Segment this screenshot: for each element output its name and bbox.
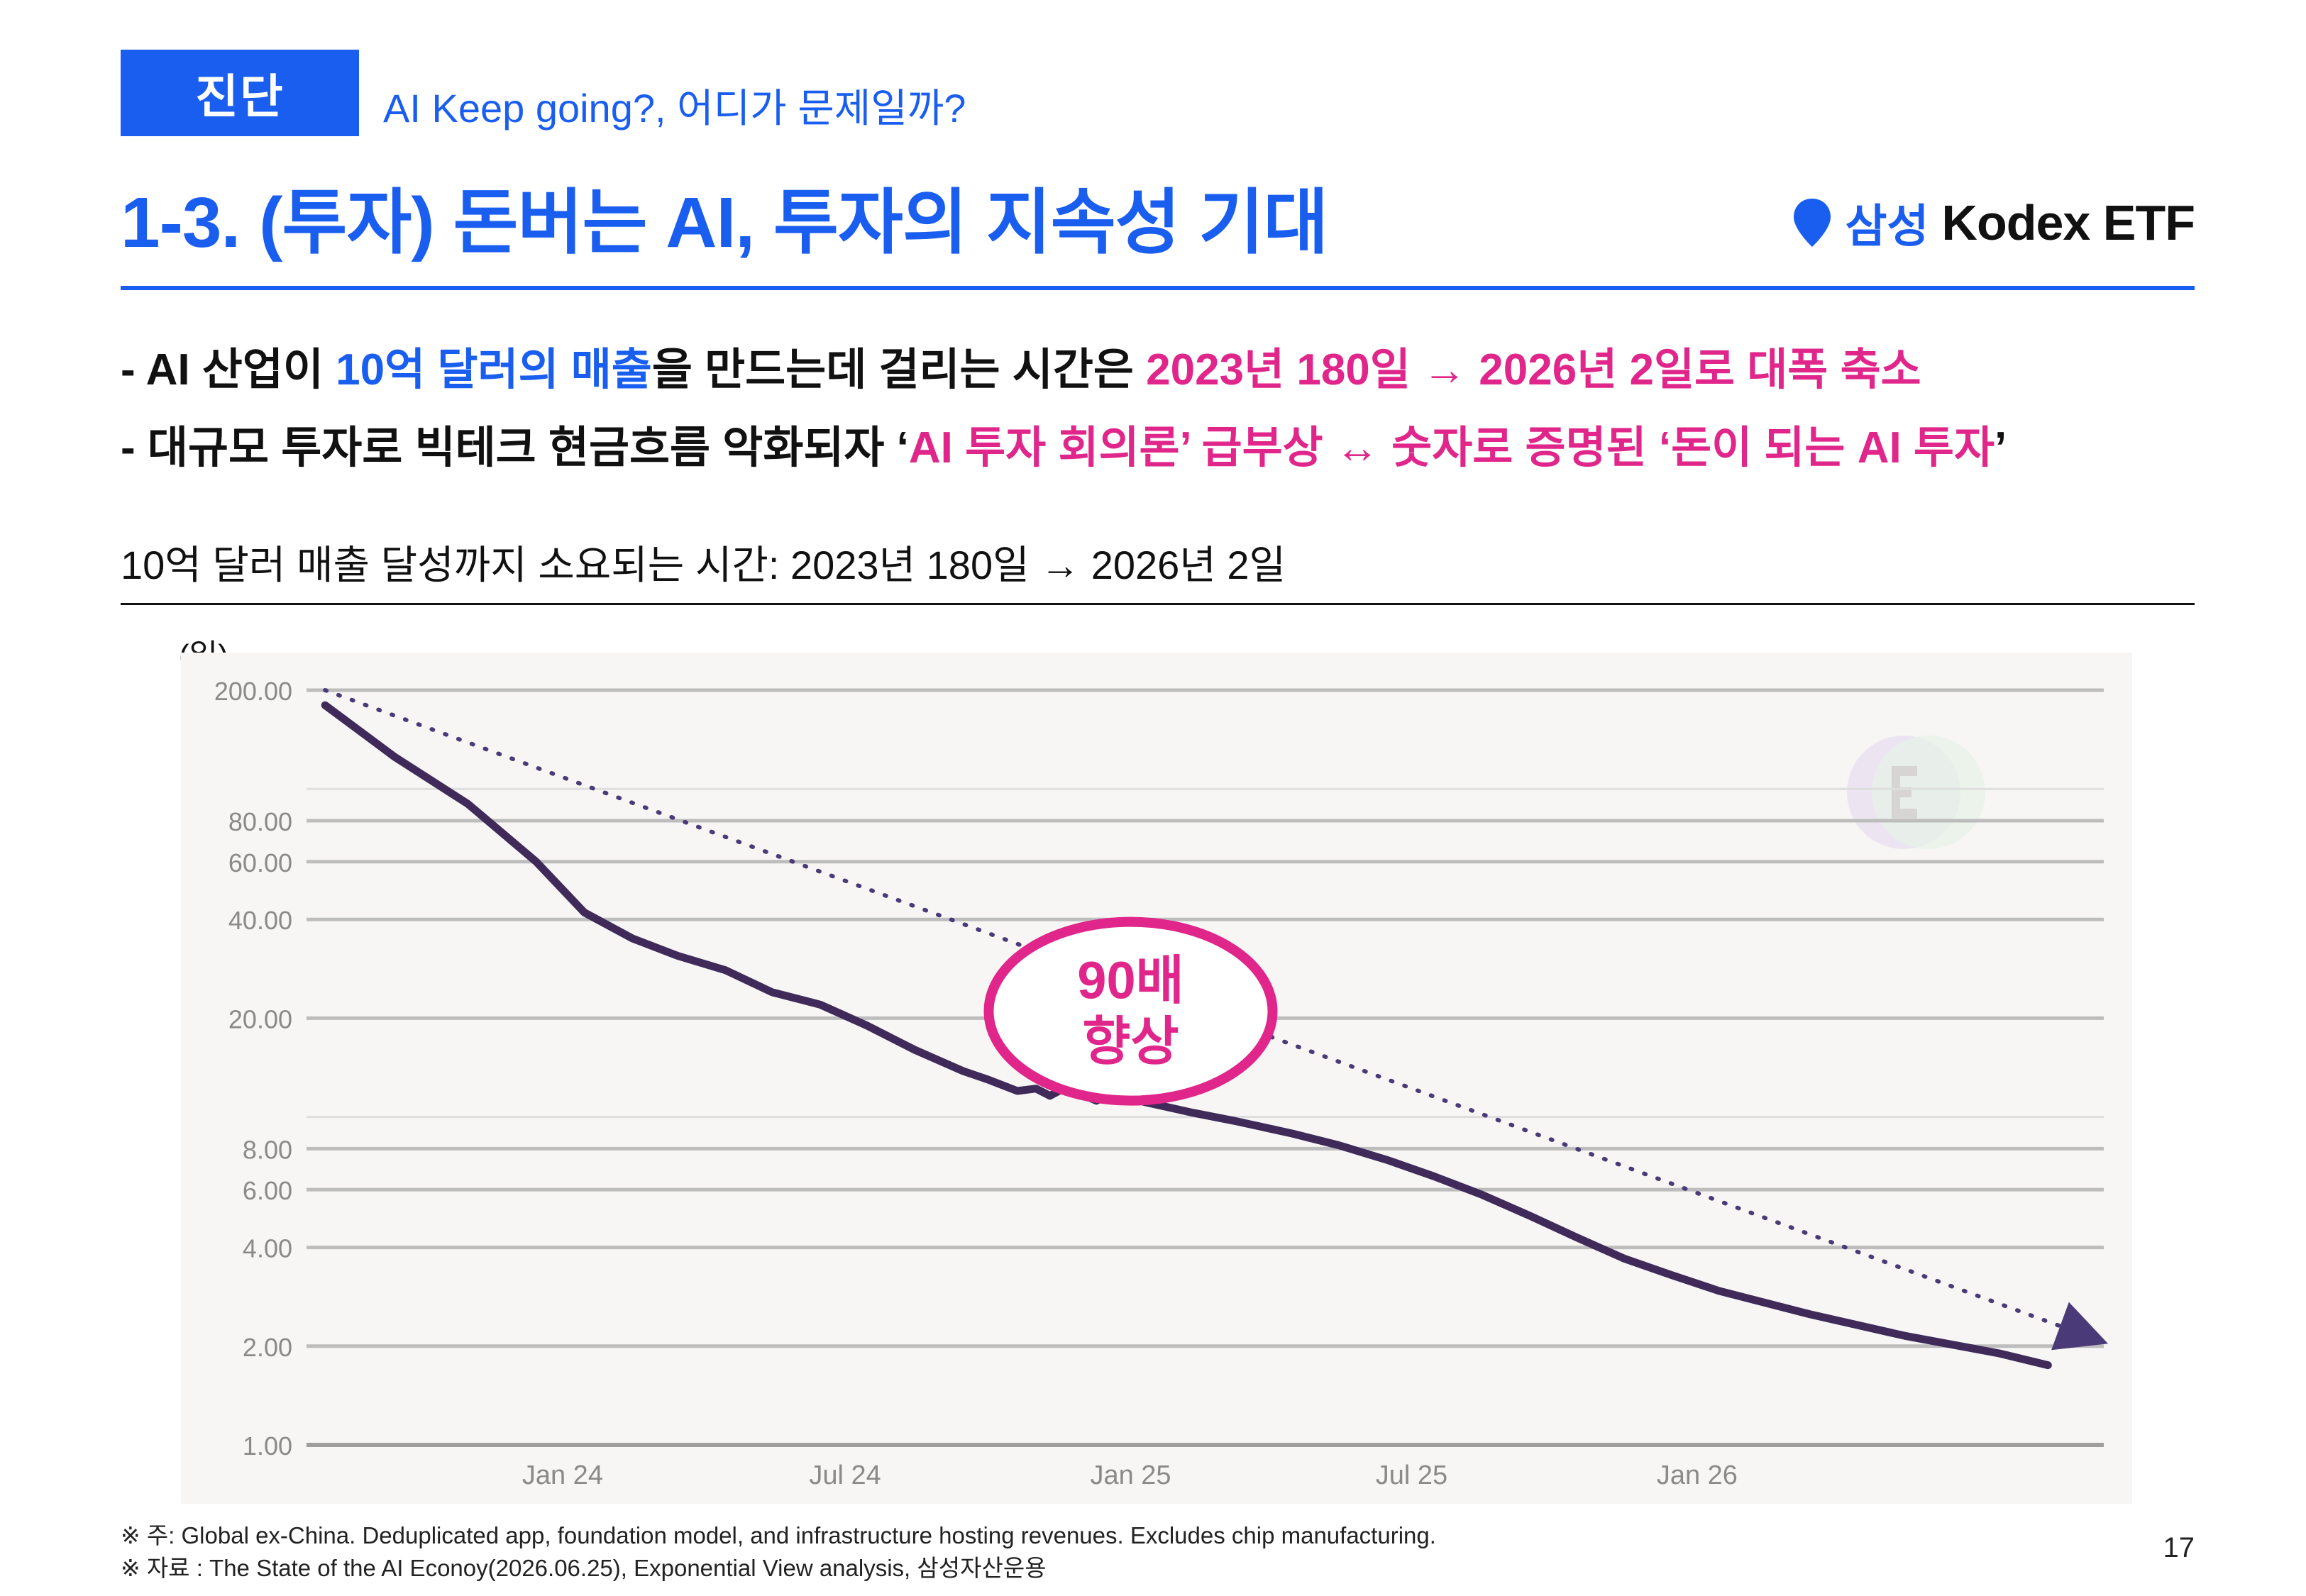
x-tick-label: Jan 26 bbox=[1657, 1461, 1738, 1490]
y-tick-label: 1.00 bbox=[243, 1431, 292, 1461]
page-title: 1-3. (투자) 돈버는 AI, 투자의 지속성 기대 bbox=[121, 183, 1328, 262]
chart-heading: 10억 달러 매출 달성까지 소요되는 시간: 2023년 180일 → 202… bbox=[121, 543, 1286, 587]
x-tick-label: Jul 25 bbox=[1376, 1461, 1447, 1490]
brand-name-korean: 삼성 bbox=[1845, 201, 1929, 252]
y-tick-label: 200.00 bbox=[214, 677, 292, 706]
y-tick-label: 80.00 bbox=[228, 807, 292, 836]
bullet-2: - 대규모 투자로 빅테크 현금흐름 악화되자 ‘AI 투자 회의론’ 급부상 … bbox=[121, 411, 2007, 475]
y-tick-label: 8.00 bbox=[243, 1135, 292, 1164]
title-divider bbox=[121, 286, 2195, 290]
page-number: 17 bbox=[2163, 1532, 2195, 1563]
annotation-line-1: 90배 bbox=[1077, 951, 1184, 1010]
x-tick-label: Jul 24 bbox=[809, 1461, 881, 1490]
bullet-1: - AI 산업이 10억 달러의 매출을 만드는데 걸리는 시간은 2023년 … bbox=[121, 333, 1921, 397]
y-tick-label: 40.00 bbox=[228, 906, 292, 935]
bullet-1-highlight: 2023년 180일 → 2026년 2일로 대폭 축소 bbox=[1146, 345, 1921, 394]
brand-name-english: Kodex ETF bbox=[1941, 195, 2195, 250]
y-tick-label: 60.00 bbox=[228, 848, 292, 877]
y-tick-label: 4.00 bbox=[243, 1234, 292, 1263]
bullet-2-suffix: ’ bbox=[1995, 423, 2007, 472]
y-tick-label: 2.00 bbox=[243, 1333, 292, 1362]
section-badge: 진단 bbox=[121, 50, 359, 136]
brand-logo: 삼성 Kodex ETF bbox=[1792, 190, 2195, 255]
x-tick-label: Jan 24 bbox=[522, 1461, 603, 1490]
annotation-line-2: 향상 bbox=[1082, 1012, 1179, 1071]
annotation-ellipse bbox=[983, 916, 1278, 1106]
footnote-note: ※ 주: Global ex-China. Deduplicated app, … bbox=[121, 1522, 1436, 1548]
trend-line-dotted bbox=[323, 688, 2109, 1351]
bullet-1-prefix: - AI 산업이 bbox=[121, 345, 336, 394]
bullet-2-prefix: - 대규모 투자로 빅테크 현금흐름 악화되자 ‘ bbox=[121, 423, 909, 472]
bullet-1-mid: 을 만드는데 걸리는 시간은 bbox=[651, 345, 1147, 394]
section-subtitle: AI Keep going?, 어디가 문제일까? bbox=[383, 86, 966, 131]
chart-heading-divider bbox=[121, 603, 2195, 605]
y-tick-label: 6.00 bbox=[243, 1176, 292, 1205]
bullet-1-blue: 10억 달러의 매출 bbox=[336, 345, 652, 394]
location-pin-icon bbox=[1793, 199, 1831, 247]
x-tick-label: Jan 25 bbox=[1090, 1461, 1171, 1490]
bullet-2-highlight: AI 투자 회의론’ 급부상 ↔ 숫자로 증명된 ‘돈이 되는 AI 투자 bbox=[908, 423, 1995, 472]
footnote-source: ※ 자료 : The State of the AI Econoy(2026.0… bbox=[121, 1555, 1047, 1581]
watermark-logo bbox=[1847, 736, 1985, 849]
y-tick-label: 20.00 bbox=[228, 1004, 292, 1033]
